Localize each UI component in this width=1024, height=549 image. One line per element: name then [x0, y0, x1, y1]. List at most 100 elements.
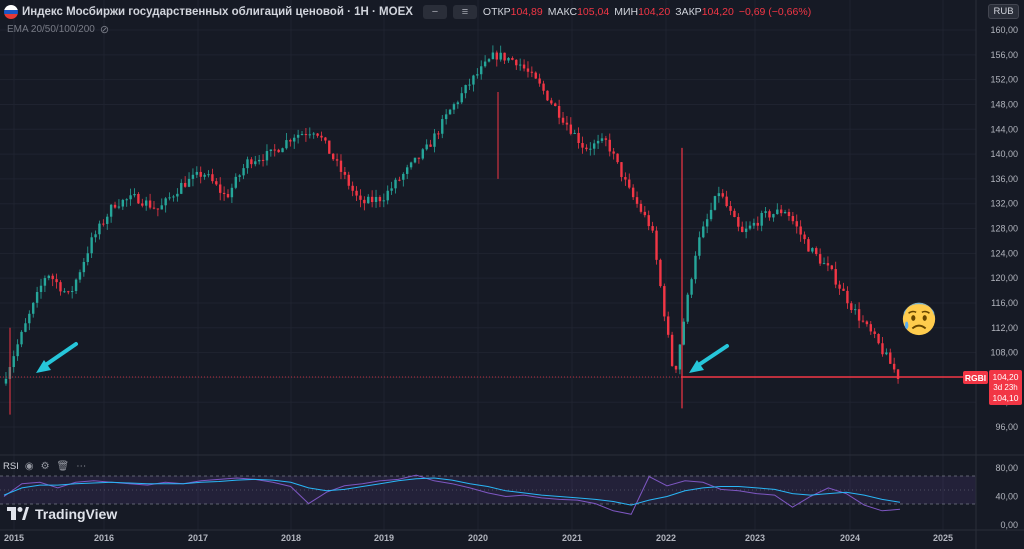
candle-body [698, 237, 701, 256]
candle-body [394, 179, 397, 189]
candle-body [511, 57, 514, 60]
candle-body [187, 178, 191, 187]
candle-body [815, 248, 818, 255]
candle-body [269, 149, 273, 152]
time-tick-label: 2016 [94, 533, 114, 543]
candle-body [148, 200, 152, 208]
candle-body [557, 106, 561, 118]
candle-body [733, 210, 736, 218]
eye-icon[interactable]: ◉ [24, 460, 34, 472]
candle-body [604, 138, 608, 140]
candle-body [433, 133, 436, 147]
candle-body [480, 66, 483, 75]
candle-body [628, 179, 631, 188]
candle-body [257, 159, 261, 162]
price-tick-label: 124,00 [990, 248, 1018, 258]
more-icon[interactable]: ⋯ [76, 460, 87, 472]
candle-body [861, 320, 865, 322]
candle-body [277, 149, 280, 153]
candle-body [444, 114, 448, 120]
candle-body [191, 174, 195, 179]
candle-body [530, 71, 534, 73]
candle-body [429, 144, 432, 147]
candle-body [596, 140, 600, 144]
rsi-tick-label: 0,00 [1000, 520, 1018, 530]
candle-body [347, 174, 350, 186]
symbol-tag-text: RGBI [965, 373, 986, 383]
price-tick-label: 112,00 [991, 323, 1018, 333]
rsi-axis[interactable]: 80,00 40,00 0,00 [995, 463, 1018, 530]
candle-body [199, 171, 202, 177]
trash-icon[interactable]: 🗑 [56, 460, 70, 472]
candle-body [772, 214, 775, 218]
price-tick-label: 136,00 [990, 174, 1018, 184]
price-tick-label: 152,00 [990, 75, 1018, 85]
time-tick-label: 2025 [933, 533, 953, 543]
candle-body [374, 197, 378, 203]
candle-body [818, 254, 822, 264]
candle-body [421, 149, 424, 159]
price-tags: RGBI 104,20 3d 23h 104,10 [963, 370, 1022, 405]
candle-body [121, 199, 125, 207]
settings-icon[interactable]: ⚙ [40, 460, 50, 472]
candle-body [320, 135, 323, 138]
candle-body [702, 226, 705, 238]
price-tick-label: 160,00 [990, 25, 1018, 35]
candle-body [744, 228, 748, 232]
candle-body [246, 159, 249, 169]
candle-body [448, 109, 452, 115]
candle-body [639, 203, 643, 212]
candle-body [612, 151, 615, 154]
candle-body [709, 209, 713, 220]
candle-body [592, 143, 596, 149]
candle-body [670, 334, 674, 366]
candle-body [219, 184, 222, 193]
candle-body [624, 177, 627, 180]
countdown-text: 3d 23h [993, 383, 1017, 392]
candle-body [55, 279, 58, 283]
candle-body [468, 84, 471, 86]
candle-body [811, 248, 814, 252]
candle-body [156, 208, 160, 210]
candle-body [367, 196, 370, 204]
candle-body [635, 197, 639, 204]
anxious-face-emoji-icon [902, 302, 936, 336]
candle-body [43, 278, 47, 286]
candle-body [359, 195, 362, 200]
candle-body [117, 206, 121, 208]
candle-body [308, 134, 312, 136]
candle-body [503, 52, 506, 61]
candle-body [452, 104, 456, 110]
candle-body [203, 174, 206, 177]
candle-body [783, 211, 787, 214]
candle-body [741, 226, 744, 232]
time-tick-label: 2018 [281, 533, 301, 543]
candle-body [795, 221, 798, 227]
candle-body [94, 234, 97, 238]
candle-body [464, 85, 467, 94]
candle-body [554, 103, 557, 107]
candle-body [82, 261, 86, 273]
hide-eye-icon[interactable]: ⊘ [99, 24, 110, 36]
time-tick-label: 2019 [374, 533, 394, 543]
candle-body [172, 196, 175, 198]
symbol-title[interactable]: Индекс Мосбиржи государственных облигаци… [22, 6, 413, 18]
candle-body [655, 230, 658, 260]
candle-body [437, 133, 440, 135]
time-tick-label: 2015 [4, 533, 24, 543]
candle-body [873, 331, 876, 334]
ema-label: EMA 20/50/100/200 [7, 24, 95, 35]
menu-button[interactable]: ≡ [452, 5, 477, 19]
ema-indicator-legend[interactable]: EMA 20/50/100/200 ⊘ [7, 23, 109, 36]
candle-body [183, 182, 187, 187]
time-tick-label: 2017 [188, 533, 208, 543]
candle-body [854, 309, 857, 311]
candle-body [779, 209, 783, 214]
time-axis[interactable]: 2015 2016 2017 2018 2019 2020 2021 2022 2023 2024… [4, 533, 953, 543]
collapse-button[interactable]: − [422, 5, 447, 19]
currency-selector[interactable]: RUB [988, 4, 1019, 19]
candle-body [324, 137, 327, 141]
tradingview-logo[interactable]: TradingView [7, 506, 117, 522]
candle-body [141, 203, 144, 206]
